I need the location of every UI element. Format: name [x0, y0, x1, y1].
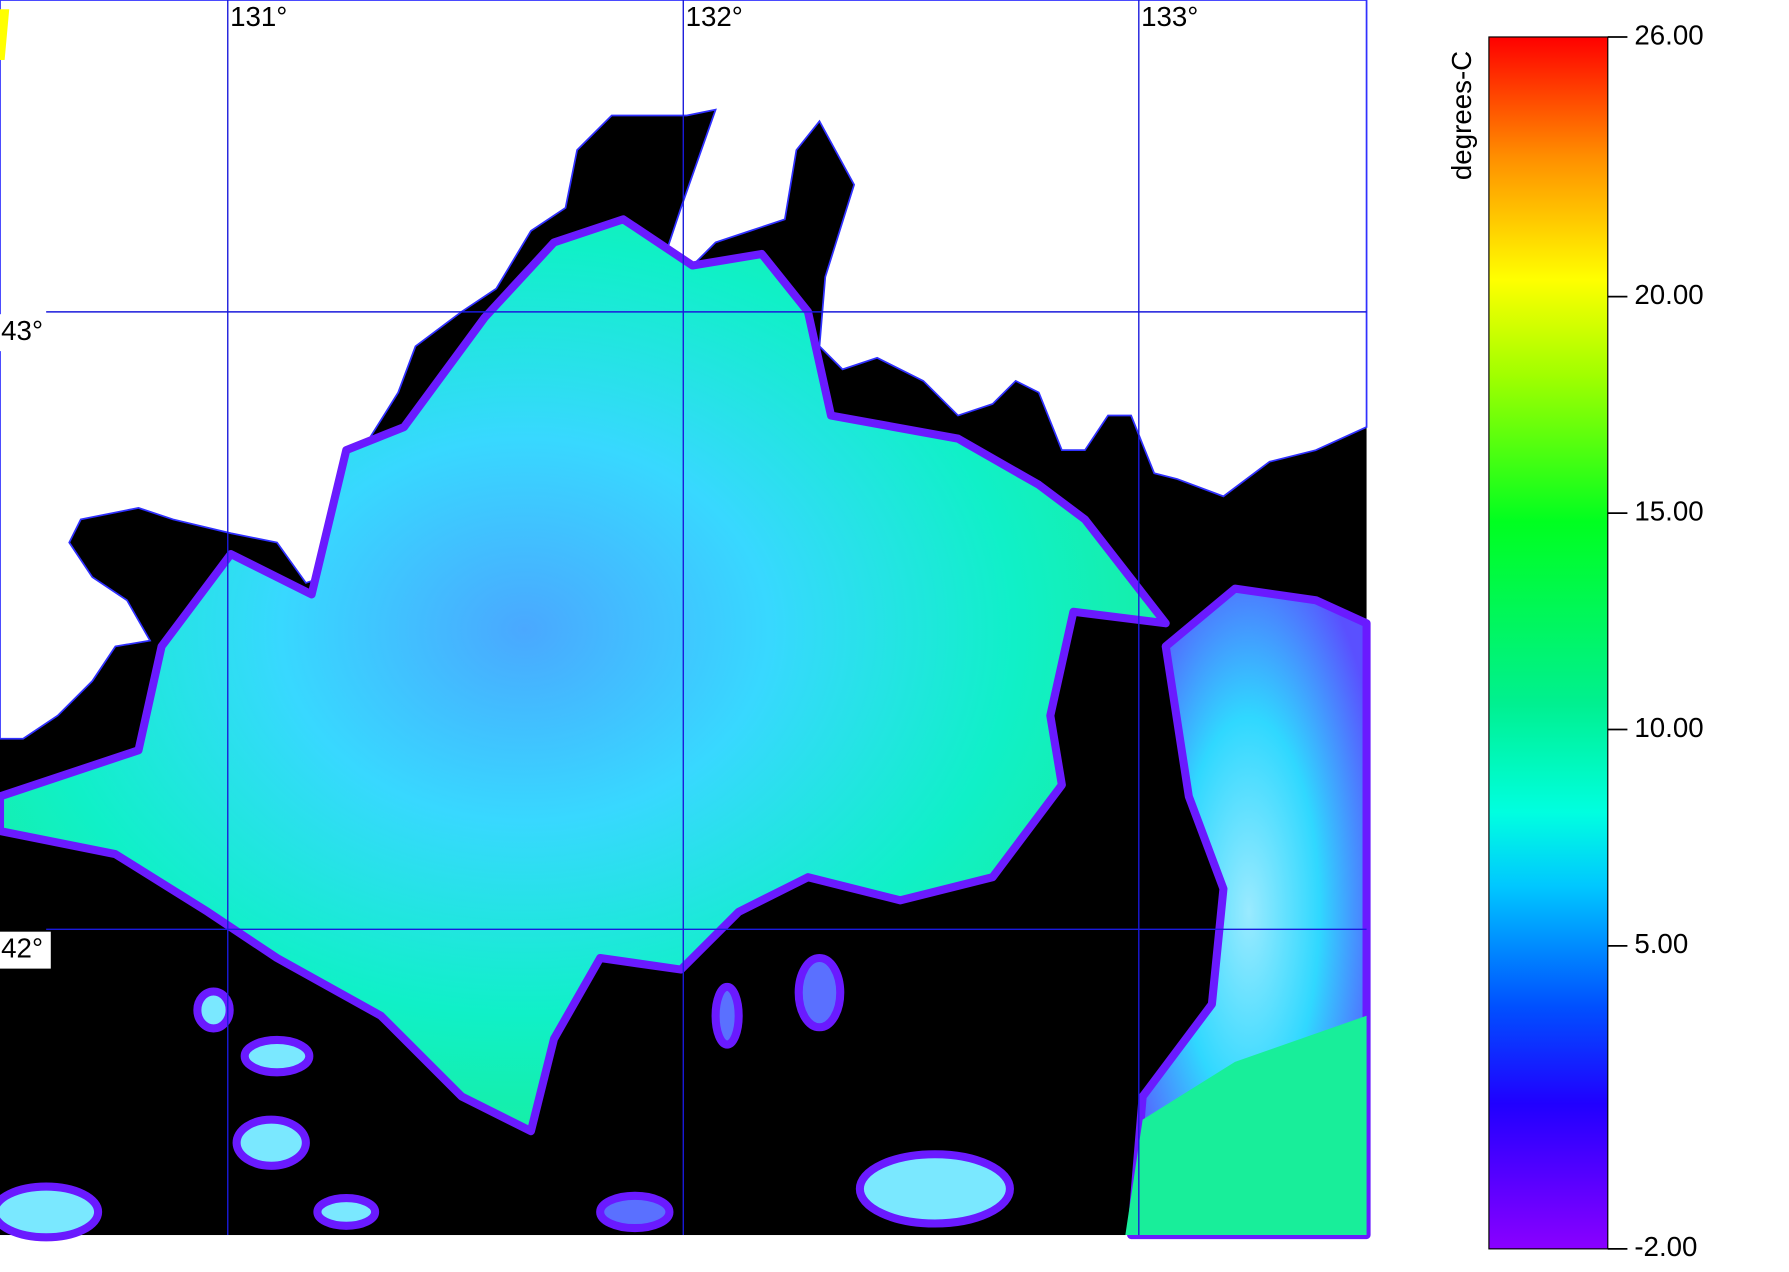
longitude-label: 132° — [686, 1, 743, 32]
colorbar-tick-label: 5.00 — [1634, 928, 1688, 959]
colorbar-tick-label: 10.00 — [1634, 712, 1703, 743]
colorbar: degrees-C 26.00 20.00 15.00 10.00 5.00 -2.00 — [1446, 19, 1704, 1262]
colorbar-tick-label: -2.00 — [1634, 1231, 1697, 1262]
sea-patch — [232, 1115, 310, 1170]
corner-marker — [0, 9, 10, 61]
colorbar-tick-label: 15.00 — [1634, 495, 1703, 526]
sea-patch — [240, 1035, 314, 1077]
graticule — [46, 0, 1367, 1236]
sea-patch — [596, 1191, 674, 1233]
longitude-label: 131° — [230, 1, 287, 32]
colorbar-tick-label: 26.00 — [1634, 19, 1703, 50]
sea-patch — [711, 982, 743, 1049]
latitude-label-bg — [0, 931, 51, 969]
sea-patch — [193, 987, 234, 1033]
latitude-label: 43° — [1, 315, 43, 346]
latitude-label-bg — [0, 314, 51, 352]
sea-patch — [0, 1182, 103, 1242]
sea-main — [0, 215, 1170, 1136]
colorbar-label: degrees-C — [1446, 51, 1477, 180]
longitude-label: 133° — [1141, 1, 1198, 32]
latitude-label: 42° — [1, 932, 43, 963]
sea-southeast — [1125, 1015, 1367, 1236]
tick-labels: 131° 132° 133° 43° 42° — [0, 1, 1198, 969]
sea-patch — [855, 1150, 1014, 1228]
colorbar-ramp — [1488, 36, 1609, 1250]
sea-patch — [313, 1194, 380, 1230]
land — [0, 0, 1368, 740]
sea-patch — [794, 953, 845, 1032]
colorbar-tick-label: 20.00 — [1634, 279, 1703, 310]
